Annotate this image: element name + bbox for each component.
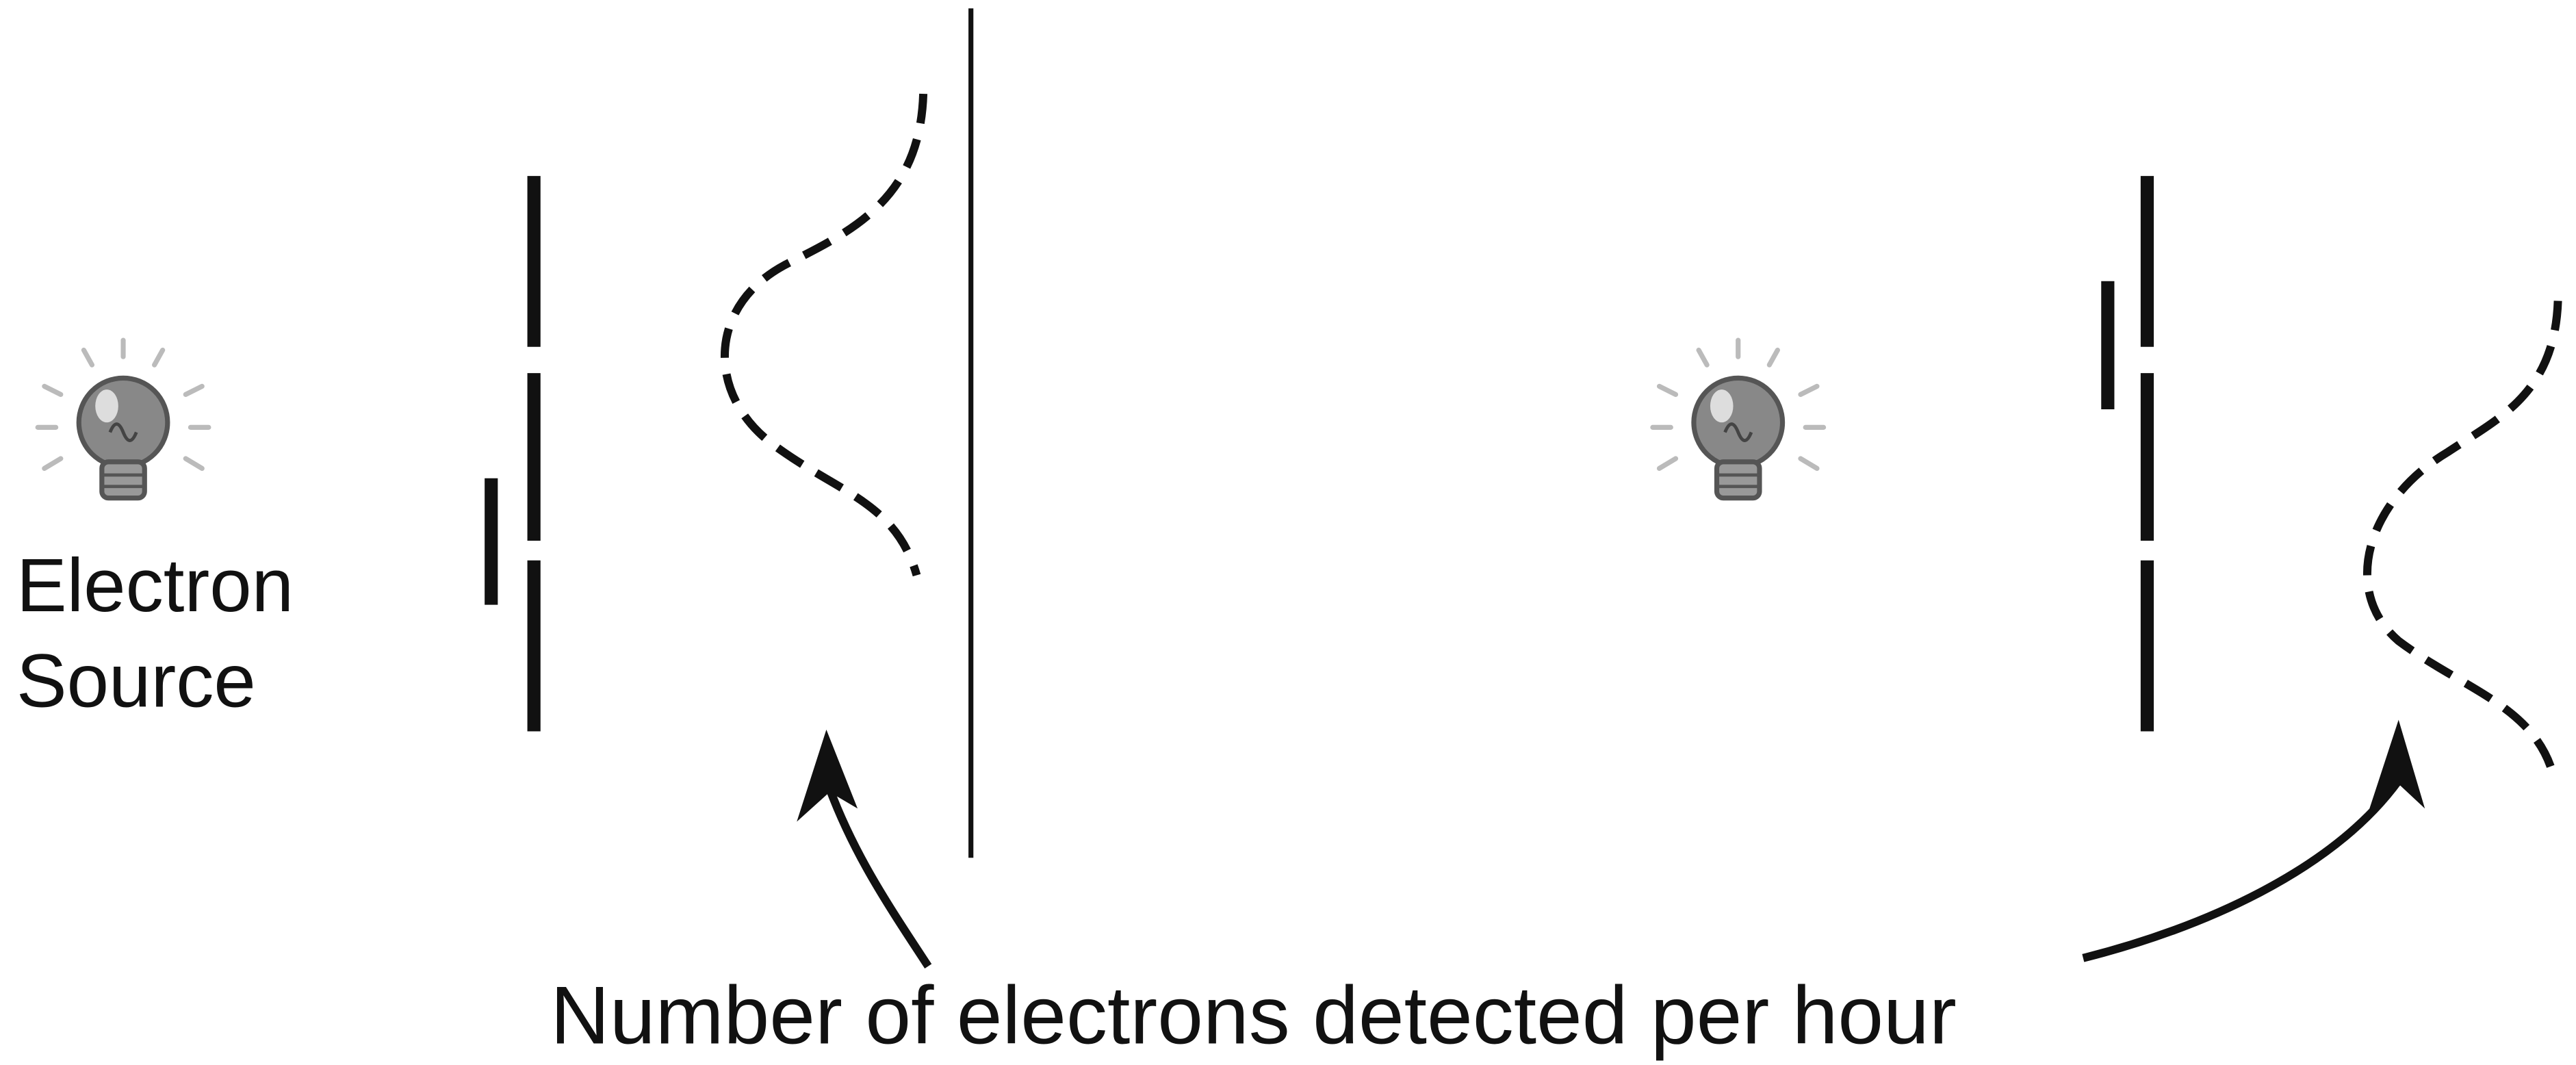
- bulb: [38, 340, 209, 498]
- arrowhead: [2369, 719, 2425, 810]
- caption: Number of electrons detected per hour: [550, 970, 1957, 1062]
- source-label: Source: [16, 639, 256, 723]
- barrier: [2101, 176, 2154, 732]
- arrow: [2082, 778, 2402, 962]
- arrowhead: [797, 730, 858, 822]
- distribution-curve: [2363, 300, 2562, 782]
- left-panel: Electron Source: [16, 93, 932, 969]
- arrow: [825, 787, 932, 969]
- barrier: [485, 176, 541, 732]
- source-label: Electron: [16, 543, 294, 628]
- right-panel: [1653, 176, 2562, 962]
- distribution-curve: [721, 93, 928, 577]
- bulb: [1653, 340, 1824, 498]
